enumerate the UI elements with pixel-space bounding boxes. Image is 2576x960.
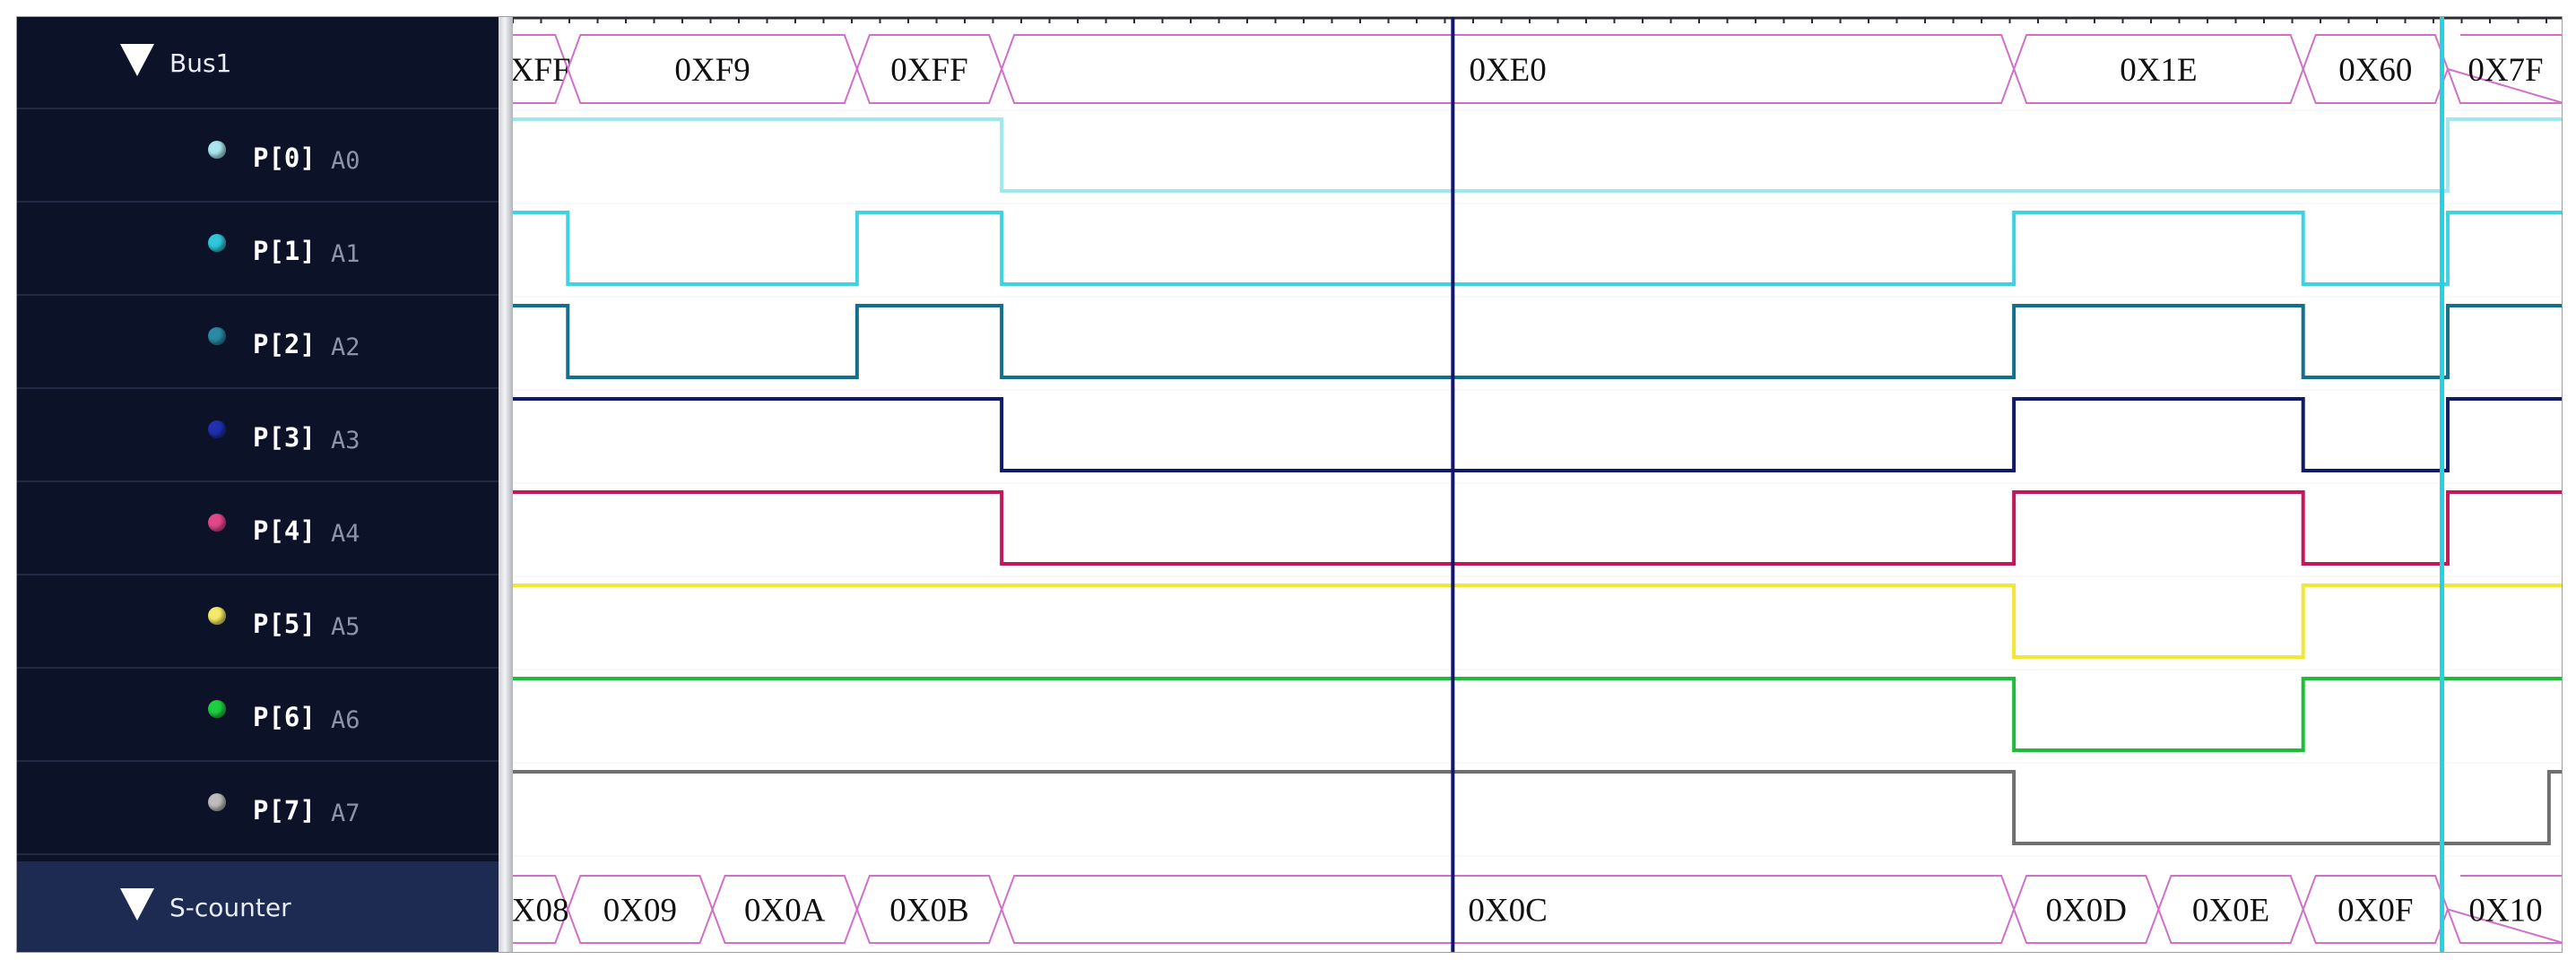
bus1-value-label: 0X1E bbox=[2120, 52, 2197, 89]
channel-color-dot-icon bbox=[208, 607, 226, 625]
channel-name: P[5] bbox=[253, 609, 316, 639]
channel-name: P[6] bbox=[253, 702, 316, 732]
channel-waveform-2 bbox=[513, 304, 2562, 379]
logic-analyzer-window: Bus1 P[0] A0 P[1] A1 P[2] A2 P[3] A3 P[4] A4 P[5] A… bbox=[16, 16, 2563, 953]
s-counter-segment bbox=[2157, 875, 2304, 944]
channel-waveform-1 bbox=[513, 211, 2562, 286]
channel-pin: A2 bbox=[331, 333, 360, 361]
channel-pin: A5 bbox=[331, 613, 360, 641]
channel-pin: A3 bbox=[331, 427, 360, 454]
s-counter-segment bbox=[711, 875, 858, 944]
channel-row-6[interactable]: P[6] A6 bbox=[17, 670, 499, 762]
s-counter-value-label: X08 bbox=[513, 893, 569, 930]
channel-row-0[interactable]: P[0] A0 bbox=[17, 110, 499, 203]
channel-pin: A4 bbox=[331, 520, 360, 548]
channel-name: P[4] bbox=[253, 515, 316, 546]
s-counter-segment bbox=[2446, 875, 2562, 944]
s-counter-value-label: 0X0D bbox=[2046, 893, 2127, 930]
bus1-value-label: XFF bbox=[513, 52, 571, 89]
bus1-segment bbox=[2013, 34, 2304, 104]
channel-color-dot-icon bbox=[208, 420, 226, 438]
channel-color-dot-icon bbox=[208, 793, 226, 811]
bus1-segment bbox=[2446, 34, 2562, 104]
s-counter-value-label: 0X0B bbox=[889, 893, 968, 930]
pane-splitter[interactable] bbox=[499, 17, 513, 952]
channel-name: P[1] bbox=[253, 236, 316, 266]
bus1-segment bbox=[855, 34, 1003, 104]
channel-name: P[7] bbox=[253, 795, 316, 826]
channel-row-7[interactable]: P[7] A7 bbox=[17, 763, 499, 855]
channel-waveform-0 bbox=[513, 117, 2562, 193]
s-counter-value-label: 0X0E bbox=[2192, 893, 2269, 930]
bus1-segment bbox=[2302, 34, 2450, 104]
channel-pin: A1 bbox=[331, 240, 360, 268]
s-counter-value-label: 0X0F bbox=[2337, 893, 2413, 930]
bus1-label: Bus1 bbox=[169, 48, 232, 78]
bus1-row[interactable]: Bus1 bbox=[17, 17, 499, 109]
channel-row-5[interactable]: P[5] A5 bbox=[17, 576, 499, 669]
signal-list-pane: Bus1 P[0] A0 P[1] A1 P[2] A2 P[3] A3 P[4] A4 P[5] A… bbox=[17, 17, 499, 952]
channel-name: P[0] bbox=[253, 143, 316, 173]
channel-waveform-3 bbox=[513, 397, 2562, 472]
s-counter-label: S-counter bbox=[169, 893, 291, 922]
s-counter-value-label: 0X0C bbox=[1468, 893, 1547, 930]
channel-waveform-4 bbox=[513, 490, 2562, 566]
channel-name: P[2] bbox=[253, 329, 316, 359]
waveform-pane: XFF 0XF9 0XFF 0XE0 0X1E 0X60 0X7F X08 0X09 0X0A 0X… bbox=[513, 17, 2563, 953]
channel-waveform-5 bbox=[513, 584, 2562, 659]
channel-color-dot-icon bbox=[208, 234, 226, 252]
channel-color-dot-icon bbox=[208, 141, 226, 159]
channel-row-4[interactable]: P[4] A4 bbox=[17, 483, 499, 575]
bus1-value-label: 0X7F bbox=[2468, 52, 2543, 89]
channel-row-1[interactable]: P[1] A1 bbox=[17, 203, 499, 296]
channel-row-3[interactable]: P[3] A3 bbox=[17, 390, 499, 482]
s-counter-segment bbox=[1001, 875, 2016, 944]
channel-waveform-6 bbox=[513, 677, 2562, 752]
bus1-segment bbox=[1001, 34, 2016, 104]
channel-pin: A0 bbox=[331, 147, 360, 175]
waveform-canvas[interactable]: XFF 0XF9 0XFF 0XE0 0X1E 0X60 0X7F X08 0X09 0X0A 0X… bbox=[513, 17, 2563, 953]
s-counter-segment bbox=[567, 875, 714, 944]
bus1-value-label: 0XF9 bbox=[674, 52, 750, 89]
channel-color-dot-icon bbox=[208, 327, 226, 345]
s-counter-segment bbox=[2302, 875, 2450, 944]
channel-pin: A6 bbox=[331, 706, 360, 734]
channel-color-dot-icon bbox=[208, 700, 226, 718]
channel-waveform-7 bbox=[513, 770, 2562, 845]
s-counter-value-label: 0X0A bbox=[744, 893, 826, 930]
channel-pin: A7 bbox=[331, 800, 360, 827]
s-counter-value-label: 0X09 bbox=[603, 893, 677, 930]
bus1-value-label: 0XE0 bbox=[1469, 52, 1546, 89]
s-counter-row[interactable]: S-counter bbox=[17, 861, 499, 952]
s-counter-segment bbox=[2013, 875, 2160, 944]
s-counter-value-label: 0X10 bbox=[2468, 893, 2542, 930]
collapse-triangle-icon[interactable] bbox=[120, 44, 154, 76]
channel-name: P[3] bbox=[253, 422, 316, 453]
bus1-segment bbox=[567, 34, 858, 104]
channel-row-2[interactable]: P[2] A2 bbox=[17, 297, 499, 389]
s-counter-segment bbox=[855, 875, 1003, 944]
bus1-value-label: 0XFF bbox=[890, 52, 967, 89]
bus1-value-label: 0X60 bbox=[2338, 52, 2412, 89]
channel-color-dot-icon bbox=[208, 514, 226, 532]
collapse-triangle-icon[interactable] bbox=[120, 888, 154, 921]
